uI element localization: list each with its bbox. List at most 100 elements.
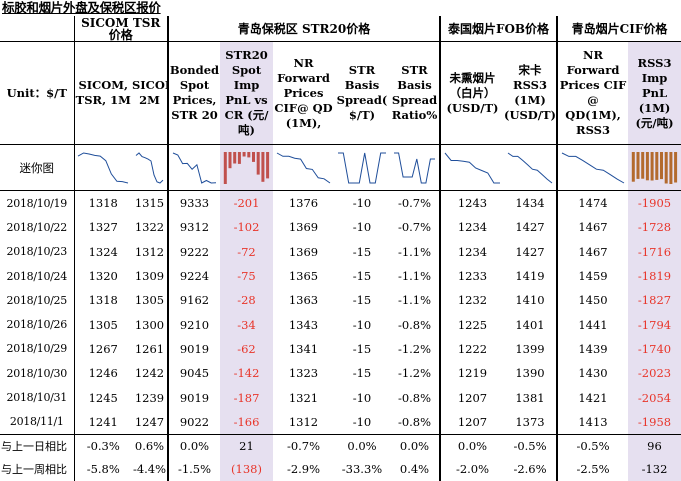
sparkline-bar [631,151,635,182]
cell-value: -10 [352,317,372,332]
cell-value: -102 [220,215,273,240]
cell-value: -0.7% [397,196,432,211]
summary-row: 与上一日相比 -0.3% 0.6% 0.0% 21 -0.7% 0.0% 0.0% 0.0% -0… [0,433,681,458]
cell-value: 9019 [167,336,220,362]
sparkline-svg [276,152,331,183]
cell-value: 1219 [439,361,504,386]
cell-value: 1450 [556,288,628,313]
table-row: 2018/10/26 1305 1300 9210 -34 1343 -10 -0.8% 122… [0,312,681,337]
sparkline-cell [132,144,168,191]
col-header-4: NR Forward Prices CIF@ QD (1M), [273,41,334,145]
cell-value: 1474 [556,190,628,216]
summary-value: -0.7% [273,433,334,458]
cell-value: 1419 [515,269,545,284]
cell-value: -0.8% [397,414,432,429]
row-date: 2018/10/22 [6,220,68,234]
sparkline-bar [669,151,673,184]
cell-value: -10 [352,414,372,429]
sparkline-bar [641,151,645,179]
sparkline-cell [334,144,390,191]
cell-value: 9222 [167,239,220,264]
sparkline-line [507,152,553,183]
cell-value: 1320 [73,263,132,289]
cell-value: 1318 [73,288,132,313]
sparkline-svg [631,151,678,184]
cell-value: 1247 [134,414,165,429]
sparkline-bar [237,151,241,164]
cell-value: 1430 [556,361,628,386]
cell-value: 1305 [73,312,132,337]
sparkline-bar [674,151,678,182]
sparkline-svg [507,152,553,183]
cell-value: 1309 [134,269,165,284]
sparkline-svg [172,152,217,184]
row-date: 2018/10/26 [6,318,68,332]
col-header-6: STR Basis Spread Ratio% [390,41,440,145]
cell-value: 9312 [167,215,220,240]
cell-value: -1819 [628,263,681,289]
cell-value: 1390 [515,366,545,381]
sparkline-line [276,152,331,183]
cell-value: 1243 [439,190,504,216]
sparkline-svg [394,152,435,183]
corner-cell [0,16,74,42]
cell-value: -28 [220,288,273,313]
sparkline-row: 迷你图 [0,144,681,191]
sparkline-line [135,151,164,184]
cell-value: 1369 [288,244,319,259]
cell-value: 1239 [134,390,165,405]
data-rows: 2018/10/19 1318 1315 9333 -201 1376 -10 -0.7% 12… [0,190,681,435]
sparkline-bar [645,151,649,180]
cell-value: 9022 [167,409,220,435]
summary-value: -2.6% [513,462,547,477]
cell-value: 9333 [167,190,220,216]
sparkline-cell [628,144,681,191]
cell-value: -1716 [628,239,681,264]
table-row: 2018/10/30 1246 1242 9045 -142 1323 -15 -1.2% 12… [0,361,681,386]
cell-value: -75 [220,263,273,289]
price-table: SICOM TSR 价格 青岛保税区 STR20价格 泰国烟片FOB价格 青岛烟… [0,16,681,481]
sparkline-bar [660,151,663,179]
sparkline-bar [650,151,654,180]
sparkline-cell [390,144,440,191]
summary-value: -0.5% [504,433,557,458]
summary-value: 0.4% [399,462,430,477]
cell-value: -2023 [628,361,681,386]
cell-value: 1207 [439,409,504,435]
cell-value: -1.2% [397,341,432,356]
table-row: 2018/10/29 1267 1261 9019 -62 1341 -15 -1.2% 122… [0,336,681,362]
cell-value: -1827 [628,288,681,313]
cell-value: 1222 [439,336,504,362]
sparkline-svg [78,151,129,183]
cell-value: -10 [352,220,372,235]
cell-value: 1305 [134,293,165,308]
cell-value: -10 [352,390,372,405]
cell-value: 1324 [73,239,132,264]
group-sicom: SICOM TSR 价格 [73,16,168,42]
summary-value: -33.3% [341,462,383,477]
cell-value: 1369 [288,220,319,235]
cell-value: 1327 [73,215,132,240]
sparkline-bar [247,151,251,157]
cell-value: -1.1% [397,269,432,284]
sparkline-bar [664,151,668,183]
cell-value: 1413 [556,409,628,435]
sparkline-line [172,152,217,184]
col-header-1: SICOM,TSR, 2M [132,41,168,145]
cell-value: -15 [352,293,372,308]
sparkline-svg [135,151,164,184]
summary-rows: 与上一日相比 -0.3% 0.6% 0.0% 21 -0.7% 0.0% 0.0% 0.0% -0… [0,433,681,481]
sparkline-svg [561,152,625,183]
sparkline-cell [504,144,557,191]
summary-value: 0.0% [334,433,390,458]
summary-value: -132 [628,457,681,481]
summary-value: -2.5% [556,457,628,481]
summary-value: -2.0% [439,457,504,481]
table-row: 2018/11/1 1241 1247 9022 -166 1312 -10 -0.8% 120… [0,409,681,435]
cell-value: -1.1% [397,293,432,308]
row-date: 2018/10/29 [6,342,68,356]
sparkline-cell [556,144,628,191]
cell-value: 1439 [556,336,628,362]
sparkline-label: 迷你图 [0,144,74,191]
unit-label: Unit：$/T [0,41,74,145]
